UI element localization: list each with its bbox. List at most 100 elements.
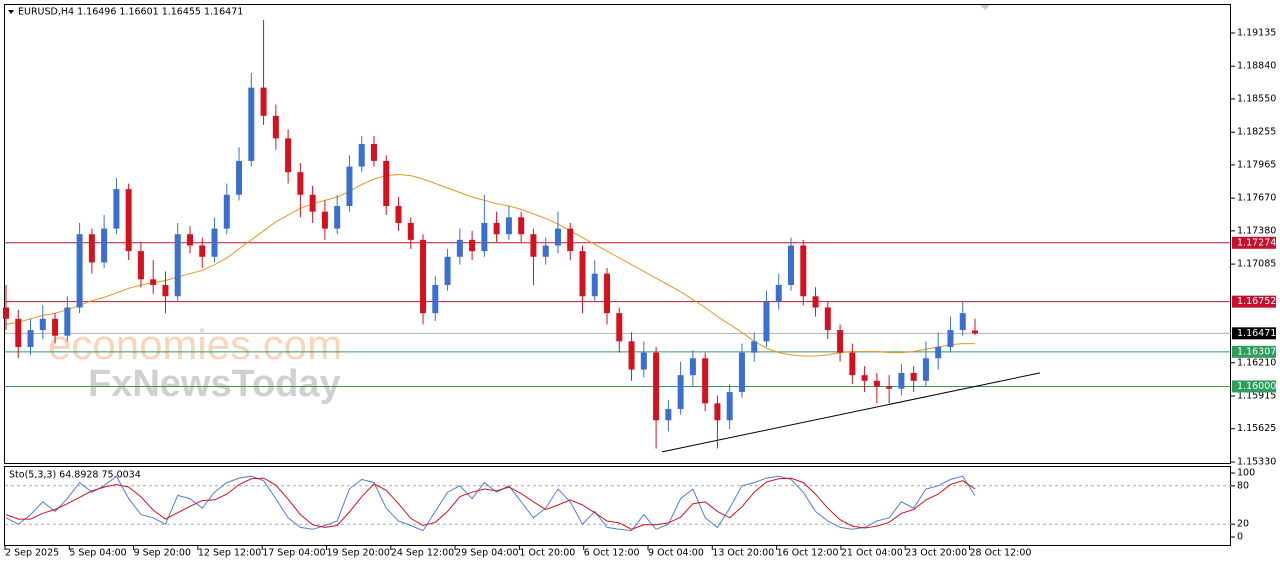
price-level-label: 1.16752 (1237, 296, 1276, 307)
candle-body (518, 217, 525, 235)
x-tick-label: 23 Oct 20:00 (905, 548, 967, 559)
candle-body (604, 273, 611, 314)
candle-body (260, 87, 267, 116)
price-level-label: 1.16307 (1237, 346, 1276, 357)
candle-body (775, 284, 782, 302)
candle-body (837, 330, 844, 353)
candle-body (886, 386, 893, 389)
y-tick-label: 1.19135 (1237, 27, 1276, 38)
candle-body (309, 194, 316, 212)
price-level-label: 1.17274 (1237, 237, 1276, 248)
watermark: FxNewsToday (88, 363, 341, 405)
y-tick-label: 1.18550 (1237, 93, 1276, 104)
x-tick-label: 13 Oct 20:00 (712, 548, 774, 559)
x-tick-label: 2 Sep 2025 (5, 548, 59, 559)
candle-body (456, 239, 463, 257)
y-tick-label: 1.16210 (1237, 357, 1276, 368)
candle-body (52, 318, 59, 336)
candle-body (579, 251, 586, 297)
candle-body (812, 296, 819, 308)
candle-body (444, 256, 451, 285)
candle-body (763, 301, 770, 342)
candle-body (432, 284, 439, 314)
y-tick-label: 1.17965 (1237, 159, 1276, 170)
x-tick-label: 29 Sep 04:00 (455, 548, 518, 559)
candle-body (272, 115, 279, 139)
candle-body (162, 284, 169, 297)
candle-body (297, 172, 304, 195)
x-tick-label: 1 Oct 20:00 (519, 548, 575, 559)
candle-body (542, 245, 549, 257)
stoch-frame (4, 466, 1231, 546)
candle-body (653, 352, 660, 421)
candle-body (800, 245, 807, 297)
candle-body (39, 318, 46, 331)
watermark: economies.com (48, 321, 342, 368)
candle-body (677, 375, 684, 409)
candle-body (3, 307, 9, 319)
candle-body (186, 234, 193, 246)
price-level-box (1232, 380, 1276, 393)
candle-body (211, 228, 218, 257)
y-tick-label: 1.15915 (1237, 391, 1276, 402)
candle-body (972, 330, 978, 334)
price-level-box (1232, 345, 1276, 358)
candle-body (714, 403, 721, 421)
candle-body (702, 358, 709, 404)
candle-body (505, 217, 512, 235)
candle-body (88, 234, 95, 263)
price-level-box (1232, 295, 1276, 308)
candle-body (910, 372, 917, 381)
candle-body (407, 222, 414, 240)
x-tick-label: 28 Oct 12:00 (970, 548, 1032, 559)
stoch-line (5, 477, 976, 530)
candle-body (199, 245, 206, 257)
stoch-tick-label: 20 (1237, 519, 1249, 530)
candle-body (27, 330, 34, 347)
candle-body (591, 273, 598, 297)
candle-body (321, 211, 328, 229)
x-tick-label: 12 Sep 12:00 (198, 548, 261, 559)
candle-body (420, 239, 427, 314)
candle-body (76, 234, 83, 308)
price-level-label: 1.16471 (1237, 328, 1276, 339)
candle-body (530, 234, 537, 257)
candle-body (64, 307, 71, 336)
candle-body (726, 392, 733, 421)
candle-body (554, 228, 561, 246)
chart-title: EURUSD,H4 1.16496 1.16601 1.16455 1.1647… (18, 7, 243, 18)
y-tick-label: 1.18255 (1237, 127, 1276, 138)
candle-body (395, 206, 402, 223)
stoch-tick-label: 100 (1237, 468, 1255, 479)
candle-body (922, 358, 929, 381)
candle-body (947, 330, 954, 347)
price-level-box (1232, 236, 1276, 249)
y-tick-label: 1.18840 (1237, 61, 1276, 72)
x-tick-label: 17 Sep 04:00 (262, 548, 325, 559)
x-tick-label: 9 Oct 04:00 (648, 548, 704, 559)
candle-body (824, 307, 831, 331)
x-tick-label: 19 Sep 20:00 (327, 548, 390, 559)
y-tick-label: 1.17085 (1237, 259, 1276, 270)
x-tick-label: 6 Oct 12:00 (584, 548, 640, 559)
stoch-line (5, 475, 976, 532)
candle-body (738, 352, 745, 393)
candle-body (137, 251, 144, 280)
x-tick-label: 5 Sep 04:00 (69, 548, 126, 559)
candle-body (873, 380, 880, 387)
candle-body (640, 352, 647, 370)
candle-body (481, 222, 488, 252)
candle-body (628, 341, 635, 370)
y-tick-label: 1.15625 (1237, 423, 1276, 434)
candle-body (223, 194, 230, 229)
candle-body (248, 87, 255, 161)
candle-body (174, 234, 181, 297)
candle-body (493, 222, 500, 235)
candle-body (150, 279, 157, 285)
x-tick-label: 9 Sep 20:00 (134, 548, 191, 559)
candle-body (15, 318, 22, 347)
candle-body (383, 160, 390, 207)
y-tick-label: 1.17380 (1237, 225, 1276, 236)
candle-body (959, 313, 966, 331)
